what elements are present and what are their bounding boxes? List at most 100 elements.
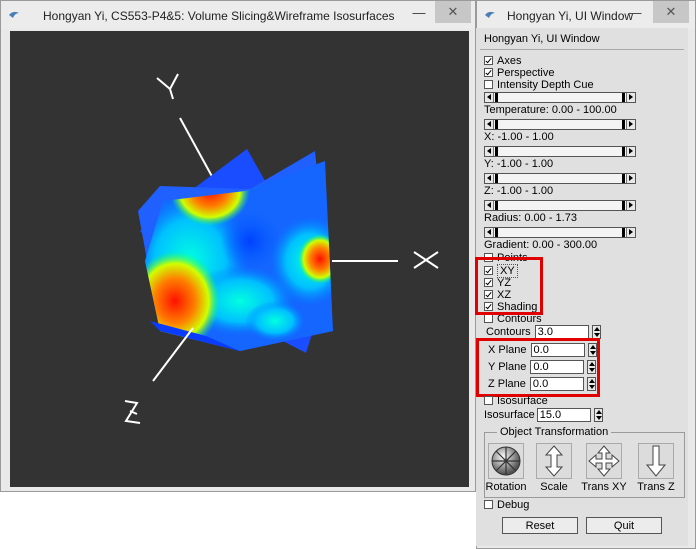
left-arrow-icon[interactable] (485, 201, 494, 210)
z-axis-letter (124, 400, 141, 424)
right-arrow-icon[interactable] (626, 174, 635, 183)
slider-thumb[interactable] (495, 120, 498, 129)
left-arrow-icon[interactable] (485, 147, 494, 156)
z-axis-line (152, 327, 194, 382)
radius-label: Radius: 0.00 - 1.73 (484, 212, 577, 224)
checkbox-box[interactable] (484, 302, 493, 311)
debug-checkbox[interactable]: Debug (484, 498, 529, 511)
x-range-slider[interactable] (484, 119, 636, 130)
z-plane-spinner[interactable]: Z Plane (488, 377, 596, 391)
checkbox-box[interactable] (484, 396, 493, 405)
spinner-arrows-icon[interactable] (586, 377, 596, 391)
y-range-label: Y: -1.00 - 1.00 (484, 158, 554, 170)
x-range-label: X: -1.00 - 1.00 (484, 131, 554, 143)
minimize-button[interactable]: — (628, 4, 642, 20)
panel-title: Hongyan Yi, UI Window (484, 33, 600, 45)
volume-render (120, 73, 439, 424)
gradient-slider[interactable] (484, 227, 636, 238)
axes-checkbox[interactable]: Axes (484, 54, 521, 67)
render-window-titlebar[interactable]: Hongyan Yi, CS553-P4&5: Volume Slicing&W… (1, 1, 475, 29)
slider-thumb[interactable] (622, 201, 625, 210)
temperature-slider[interactable] (484, 92, 636, 103)
shading-checkbox[interactable]: Shading (484, 300, 537, 313)
perspective-checkbox[interactable]: Perspective (484, 66, 554, 79)
spinner-arrows-icon[interactable] (591, 325, 601, 339)
right-arrow-icon[interactable] (626, 201, 635, 210)
slider-thumb[interactable] (622, 93, 625, 102)
close-button[interactable]: ✕ (435, 1, 471, 23)
highlight-box-plane-fields (476, 338, 600, 397)
object-transformation-group: Object Transformation Rotation Scale Tra… (484, 426, 685, 498)
xz-checkbox[interactable]: XZ (484, 288, 511, 301)
z-plane-input[interactable] (529, 377, 584, 391)
checkbox-box[interactable] (484, 266, 493, 275)
spinner-arrows-icon[interactable] (587, 343, 597, 357)
checkbox-box[interactable] (484, 80, 493, 89)
ui-window-titlebar[interactable]: Hongyan Yi, UI Window — ✕ (477, 1, 695, 29)
isosurface-input[interactable] (536, 408, 591, 422)
isosurface-spinner[interactable]: Isosurface (484, 408, 603, 422)
slider-thumb[interactable] (495, 93, 498, 102)
x-plane-input[interactable] (530, 343, 585, 357)
minimize-button[interactable]: — (412, 4, 426, 20)
spinner-arrows-icon[interactable] (587, 360, 597, 374)
trans-z-tool[interactable]: Trans Z (635, 443, 677, 497)
xy-checkbox[interactable]: XY (484, 263, 518, 278)
slider-thumb[interactable] (495, 201, 498, 210)
checkbox-box[interactable] (484, 290, 493, 299)
checkbox-box[interactable] (484, 314, 493, 323)
close-button[interactable]: ✕ (653, 1, 689, 23)
right-arrow-icon[interactable] (626, 228, 635, 237)
yz-checkbox[interactable]: YZ (484, 276, 511, 289)
y-range-slider[interactable] (484, 146, 636, 157)
slider-thumb[interactable] (622, 174, 625, 183)
quit-button[interactable]: Quit (586, 517, 662, 534)
left-arrow-icon[interactable] (485, 120, 494, 129)
contours-spinner[interactable]: Contours (486, 325, 601, 339)
x-plane-spinner[interactable]: X Plane (488, 343, 597, 357)
move-icon[interactable] (586, 443, 622, 479)
checkbox-box[interactable] (484, 278, 493, 287)
contours-input[interactable] (534, 325, 589, 339)
gradient-label: Gradient: 0.00 - 300.00 (484, 239, 598, 251)
trans-xy-tool[interactable]: Trans XY (581, 443, 627, 497)
arrow-down-icon[interactable] (638, 443, 674, 479)
slider-thumb[interactable] (495, 147, 498, 156)
right-arrow-icon[interactable] (626, 120, 635, 129)
checkbox-box[interactable] (484, 68, 493, 77)
checkbox-box[interactable] (484, 56, 493, 65)
temperature-label: Temperature: 0.00 - 100.00 (484, 104, 617, 116)
right-arrow-icon[interactable] (626, 93, 635, 102)
checkbox-box[interactable] (484, 500, 493, 509)
scale-tool[interactable]: Scale (533, 443, 575, 497)
slider-thumb[interactable] (622, 120, 625, 129)
window-title: Hongyan Yi, UI Window (507, 9, 634, 23)
left-arrow-icon[interactable] (485, 228, 494, 237)
spinner-arrows-icon[interactable] (593, 408, 603, 422)
slider-thumb[interactable] (622, 228, 625, 237)
radius-slider[interactable] (484, 200, 636, 211)
rotation-tool[interactable]: Rotation (485, 443, 527, 497)
divider (480, 49, 684, 50)
window-title: Hongyan Yi, CS553-P4&5: Volume Slicing&W… (43, 9, 395, 23)
z-range-slider[interactable] (484, 173, 636, 184)
slider-thumb[interactable] (622, 147, 625, 156)
scale-icon[interactable] (536, 443, 572, 479)
y-plane-input[interactable] (530, 360, 585, 374)
left-arrow-icon[interactable] (485, 93, 494, 102)
y-plane-spinner[interactable]: Y Plane (488, 360, 597, 374)
slider-thumb[interactable] (495, 228, 498, 237)
right-arrow-icon[interactable] (626, 147, 635, 156)
3d-viewport[interactable] (10, 31, 469, 487)
render-window: Hongyan Yi, CS553-P4&5: Volume Slicing&W… (0, 0, 476, 492)
left-arrow-icon[interactable] (485, 174, 494, 183)
reset-button[interactable]: Reset (502, 517, 578, 534)
depth-cue-checkbox[interactable]: Intensity Depth Cue (484, 78, 594, 91)
app-icon (9, 11, 19, 18)
slider-thumb[interactable] (495, 174, 498, 183)
highlight-box-planes (475, 257, 543, 315)
rotation-icon[interactable] (488, 443, 524, 479)
isosurface-checkbox[interactable]: Isosurface (484, 394, 548, 407)
app-icon (485, 11, 495, 18)
control-panel: Hongyan Yi, UI Window Axes Perspective I… (475, 28, 688, 546)
